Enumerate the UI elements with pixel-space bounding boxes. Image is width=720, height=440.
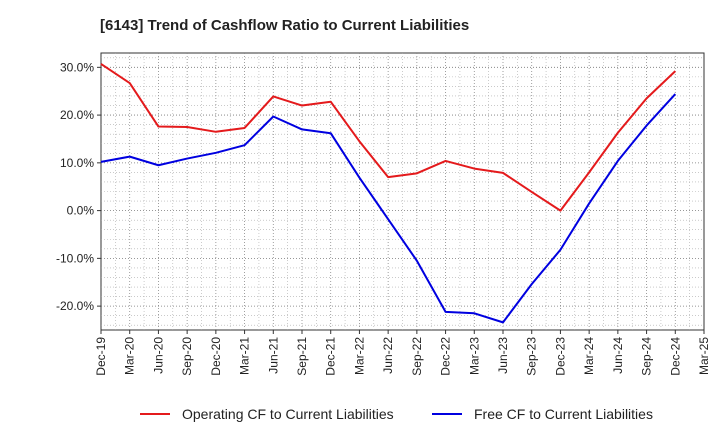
y-tick-label: 30.0% bbox=[60, 60, 94, 74]
x-tick-label: Jun-22 bbox=[381, 337, 395, 374]
y-tick-label: 0.0% bbox=[67, 204, 95, 218]
x-tick-label: Jun-24 bbox=[611, 337, 625, 374]
y-tick-label: 20.0% bbox=[60, 108, 94, 122]
grid-lines bbox=[101, 53, 704, 330]
series-line-operating-cf bbox=[100, 63, 676, 212]
x-tick-label: Jun-21 bbox=[266, 337, 280, 374]
x-tick-label: Mar-22 bbox=[352, 337, 366, 375]
x-tick-label: Jun-20 bbox=[151, 337, 165, 374]
x-axis: Dec-19 Mar-20 Jun-20 Sep-20 Dec-20 Mar-21 Jun-… bbox=[94, 330, 711, 376]
x-tick-label: Sep-21 bbox=[295, 337, 309, 376]
x-tick-label: Mar-21 bbox=[238, 337, 252, 375]
series-line-free-cf bbox=[100, 93, 677, 324]
x-tick-label: Sep-22 bbox=[410, 337, 424, 376]
x-tick-label: Sep-20 bbox=[180, 337, 194, 376]
x-tick-label: Jun-23 bbox=[496, 337, 510, 374]
y-tick-label: -20.0% bbox=[56, 299, 94, 313]
x-tick-label: Mar-23 bbox=[467, 337, 481, 375]
x-tick-label: Dec-21 bbox=[324, 337, 338, 376]
x-tick-label: Mar-25 bbox=[697, 337, 711, 375]
series-layer bbox=[100, 63, 677, 324]
legend-label-free-cf: Free CF to Current Liabilities bbox=[474, 406, 653, 422]
x-tick-label: Dec-23 bbox=[553, 337, 567, 376]
legend-label-operating-cf: Operating CF to Current Liabilities bbox=[182, 406, 394, 422]
x-tick-label: Dec-22 bbox=[439, 337, 453, 376]
x-tick-label: Mar-20 bbox=[123, 337, 137, 375]
x-tick-label: Mar-24 bbox=[582, 337, 596, 375]
y-tick-label: 10.0% bbox=[60, 156, 94, 170]
y-tick-label: -10.0% bbox=[56, 251, 94, 265]
x-tick-label: Sep-23 bbox=[525, 337, 539, 376]
x-tick-label: Dec-20 bbox=[209, 337, 223, 376]
y-axis: 30.0% 20.0% 10.0% 0.0% -10.0% -20.0% bbox=[56, 60, 101, 313]
legend: Operating CF to Current Liabilities Free… bbox=[140, 406, 653, 422]
x-tick-label: Dec-19 bbox=[94, 337, 108, 376]
x-tick-label: Dec-24 bbox=[668, 337, 682, 376]
chart-title: [6143] Trend of Cashflow Ratio to Curren… bbox=[100, 17, 469, 34]
x-tick-label: Sep-24 bbox=[640, 337, 654, 376]
